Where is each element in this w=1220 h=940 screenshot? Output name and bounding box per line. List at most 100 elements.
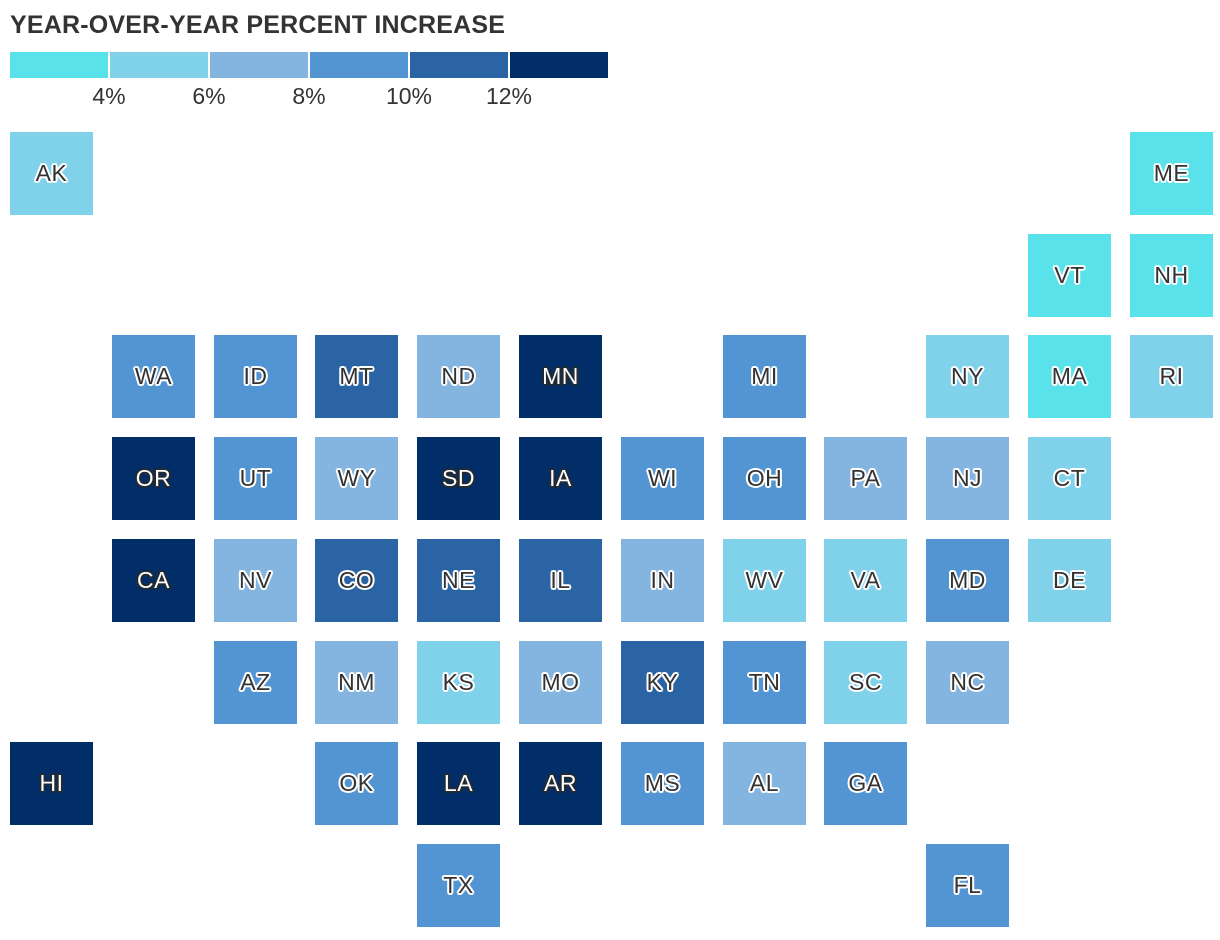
legend-tick-label: 6%: [192, 83, 226, 109]
state-label: MO: [541, 669, 580, 695]
state-tile-id: ID: [214, 335, 297, 418]
state-label: RI: [1159, 363, 1184, 389]
state-tile-ma: MA: [1028, 335, 1111, 418]
state-tile-ri: RI: [1130, 335, 1213, 418]
state-tile-nm: NM: [315, 641, 398, 724]
state-label: CA: [137, 567, 170, 593]
state-label: NE: [442, 567, 475, 593]
state-label: MI: [751, 363, 778, 389]
legend-swatch-1: [110, 52, 208, 78]
state-tile-sd: SD: [417, 437, 500, 520]
state-tile-va: VA: [824, 539, 907, 622]
state-tile-ok: OK: [315, 742, 398, 825]
state-label: FL: [953, 872, 982, 898]
state-label: MT: [339, 363, 374, 389]
legend-swatch-5: [510, 52, 608, 78]
state-label: OR: [135, 465, 172, 491]
chart-title: YEAR-OVER-YEAR PERCENT INCREASE: [10, 11, 506, 39]
state-label: ID: [243, 363, 268, 389]
state-tile-ms: MS: [621, 742, 704, 825]
state-tile-il: IL: [519, 539, 602, 622]
state-tile-vt: VT: [1028, 234, 1111, 317]
legend-swatch-2: [210, 52, 308, 78]
state-tile-ca: CA: [112, 539, 195, 622]
state-label: NC: [950, 669, 985, 695]
state-tile-pa: PA: [824, 437, 907, 520]
state-label: IL: [550, 567, 571, 593]
state-label: TN: [748, 669, 781, 695]
state-tile-wa: WA: [112, 335, 195, 418]
state-tile-oh: OH: [723, 437, 806, 520]
state-tile-nv: NV: [214, 539, 297, 622]
state-tile-mt: MT: [315, 335, 398, 418]
state-label: TX: [443, 872, 474, 898]
state-tile-ia: IA: [519, 437, 602, 520]
state-tile-az: AZ: [214, 641, 297, 724]
state-tile-wi: WI: [621, 437, 704, 520]
state-tile-hi: HI: [10, 742, 93, 825]
state-label: NM: [338, 669, 375, 695]
state-label: VA: [850, 567, 881, 593]
state-label: IN: [650, 567, 675, 593]
state-tile-co: CO: [315, 539, 398, 622]
legend-color-scale: [10, 52, 610, 78]
state-label: SD: [442, 465, 475, 491]
state-tile-mi: MI: [723, 335, 806, 418]
state-tile-mn: MN: [519, 335, 602, 418]
state-label: WV: [745, 567, 784, 593]
state-label: WI: [647, 465, 678, 491]
state-tile-nc: NC: [926, 641, 1009, 724]
state-label: WY: [337, 465, 376, 491]
state-label: AR: [544, 770, 577, 796]
state-tile-mo: MO: [519, 641, 602, 724]
state-label: AK: [35, 160, 68, 186]
legend-tick-label: 8%: [292, 83, 326, 109]
state-label: LA: [443, 770, 474, 796]
state-label: VT: [1054, 262, 1085, 288]
state-label: AL: [749, 770, 780, 796]
state-tile-ne: NE: [417, 539, 500, 622]
state-label: MD: [949, 567, 986, 593]
state-label: OK: [339, 770, 374, 796]
state-label: PA: [850, 465, 881, 491]
state-tile-ar: AR: [519, 742, 602, 825]
state-label: AZ: [240, 669, 271, 695]
state-label: UT: [239, 465, 272, 491]
state-tile-fl: FL: [926, 844, 1009, 927]
state-label: HI: [39, 770, 64, 796]
state-tile-ct: CT: [1028, 437, 1111, 520]
state-tile-me: ME: [1130, 132, 1213, 215]
state-tile-wv: WV: [723, 539, 806, 622]
state-tile-ny: NY: [926, 335, 1009, 418]
state-tile-tx: TX: [417, 844, 500, 927]
state-tile-nh: NH: [1130, 234, 1213, 317]
state-tile-ky: KY: [621, 641, 704, 724]
state-label: KS: [442, 669, 475, 695]
state-tile-de: DE: [1028, 539, 1111, 622]
state-label: SC: [849, 669, 882, 695]
state-label: IA: [549, 465, 572, 491]
state-tile-al: AL: [723, 742, 806, 825]
legend-tick-label: 4%: [92, 83, 126, 109]
legend-swatch-0: [10, 52, 108, 78]
state-label: NV: [239, 567, 272, 593]
state-label: NY: [951, 363, 984, 389]
state-tile-in: IN: [621, 539, 704, 622]
state-tile-ga: GA: [824, 742, 907, 825]
state-label: MA: [1051, 363, 1088, 389]
state-label: ME: [1153, 160, 1190, 186]
state-tile-ak: AK: [10, 132, 93, 215]
state-label: ND: [441, 363, 476, 389]
state-label: WA: [134, 363, 173, 389]
state-tile-nj: NJ: [926, 437, 1009, 520]
legend-tick-label: 12%: [485, 83, 533, 109]
state-label: DE: [1053, 567, 1086, 593]
state-label: NJ: [952, 465, 983, 491]
state-tile-la: LA: [417, 742, 500, 825]
state-label: KY: [646, 669, 679, 695]
legend-swatch-3: [310, 52, 408, 78]
state-tile-md: MD: [926, 539, 1009, 622]
state-tile-nd: ND: [417, 335, 500, 418]
state-tile-ks: KS: [417, 641, 500, 724]
state-label: CT: [1053, 465, 1086, 491]
